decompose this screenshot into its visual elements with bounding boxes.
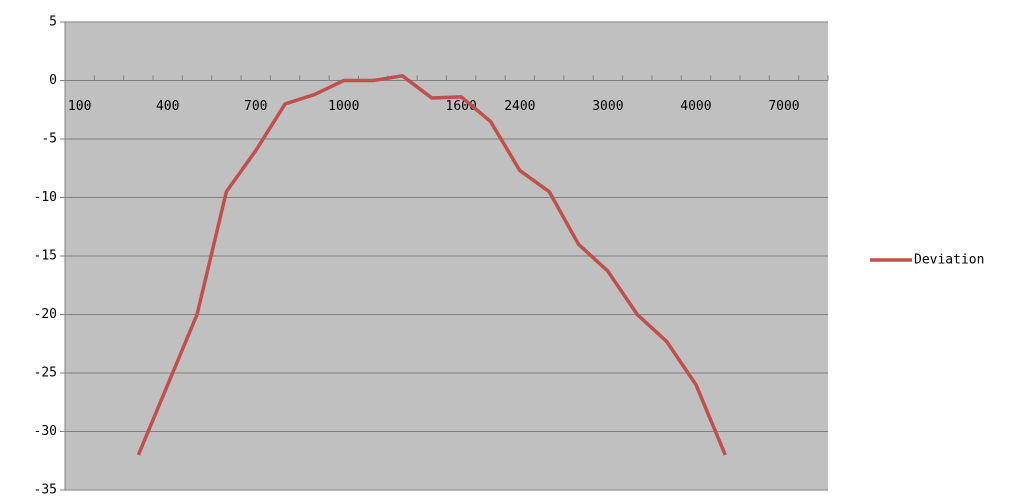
y-tick-label: -25 bbox=[34, 366, 57, 381]
x-tick-label: 7000 bbox=[768, 99, 799, 114]
x-tick-label: 100 bbox=[68, 99, 91, 114]
y-tick-label: -15 bbox=[34, 249, 57, 264]
y-tick-label: -30 bbox=[34, 424, 57, 439]
y-tick-label: 5 bbox=[49, 15, 57, 30]
y-tick-label: -35 bbox=[34, 483, 57, 498]
legend-label: Deviation bbox=[914, 253, 984, 268]
x-tick-label: 700 bbox=[244, 99, 267, 114]
x-tick-label: 400 bbox=[156, 99, 179, 114]
y-tick-label: 0 bbox=[49, 73, 57, 88]
x-tick-label: 2400 bbox=[504, 99, 535, 114]
y-tick-label: -20 bbox=[34, 307, 57, 322]
x-tick-label: 4000 bbox=[680, 99, 711, 114]
y-tick-label: -5 bbox=[41, 132, 57, 147]
x-tick-label: 1000 bbox=[328, 99, 359, 114]
x-tick-label: 3000 bbox=[592, 99, 623, 114]
data-line bbox=[136, 74, 727, 456]
y-tick-label: -10 bbox=[34, 190, 57, 205]
